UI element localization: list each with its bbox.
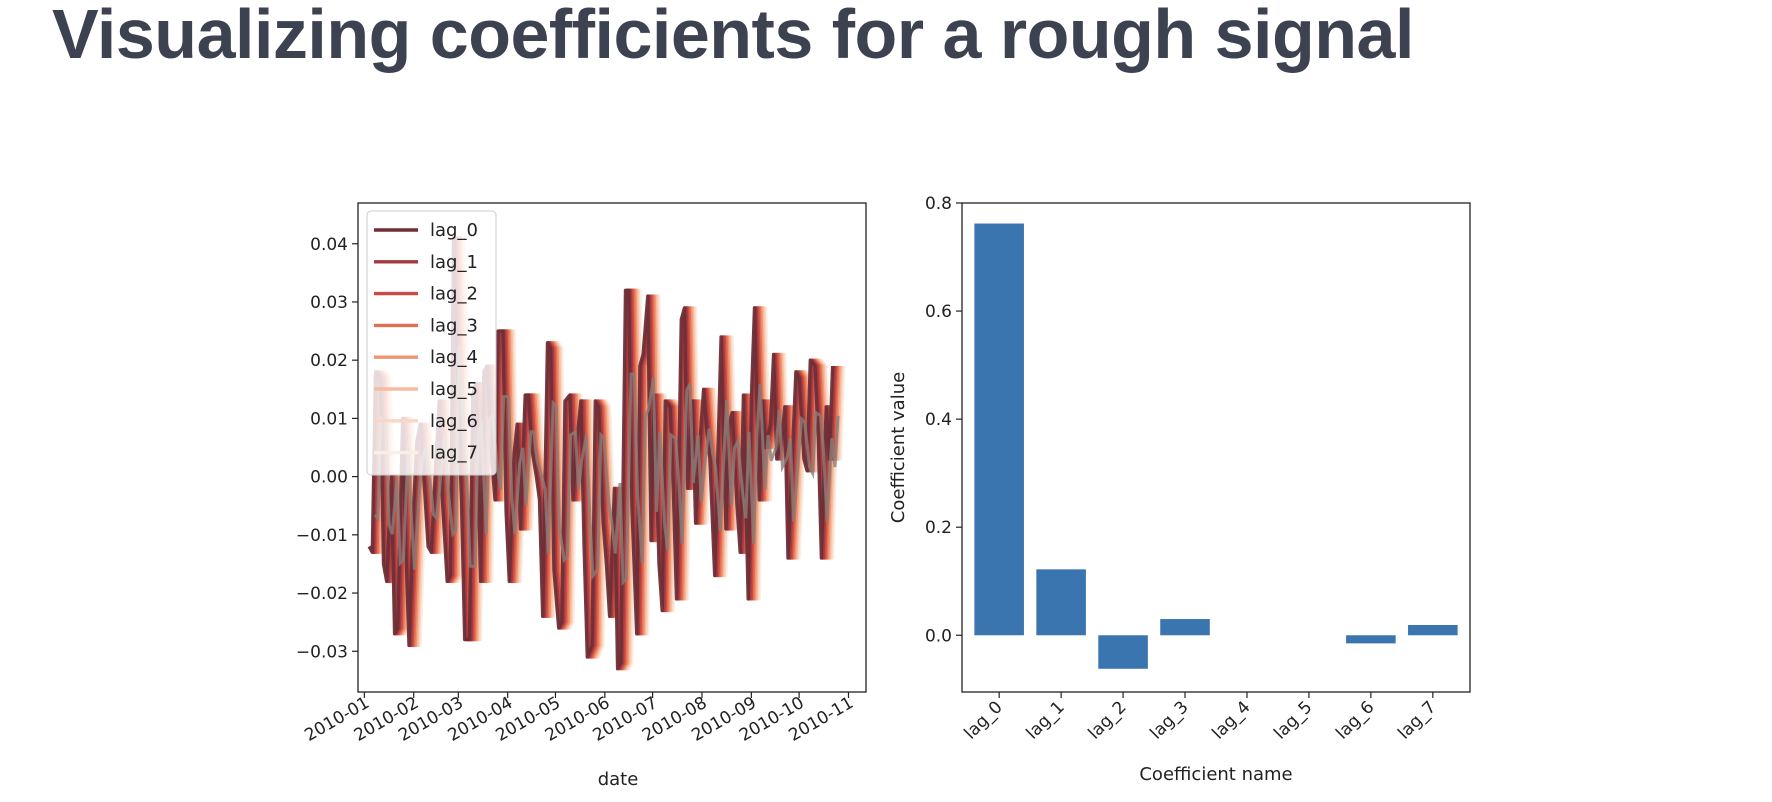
x-tick-label: lag_5 xyxy=(1270,697,1316,743)
y-tick-label: 0.8 xyxy=(925,194,952,214)
legend-box xyxy=(366,210,497,476)
y-tick-label: 0.03 xyxy=(310,293,348,313)
plot-frame xyxy=(357,202,867,693)
legend-label: lag_0 xyxy=(430,220,478,241)
x-axis-title: date xyxy=(598,769,639,790)
slide-title: Visualizing coefficients for a rough sig… xyxy=(52,0,1414,73)
legend-label: lag_1 xyxy=(430,252,478,273)
legend: lag_0 lag_1 lag_2 lag_3 lag_4 lag_5 lag_6 lag_7 xyxy=(366,210,497,476)
x-tick-label: lag_2 xyxy=(1084,697,1130,743)
bar-lag-2 xyxy=(1098,635,1148,669)
y-tick-label: 0.2 xyxy=(925,518,952,538)
y-tick-label: 0.00 xyxy=(310,468,348,488)
legend-label: lag_3 xyxy=(430,315,478,336)
y-tick-label: −0.03 xyxy=(296,642,348,662)
y-tick-label: 0.04 xyxy=(310,235,348,255)
y-tick-label: −0.01 xyxy=(296,526,348,546)
y-tick-label: 0.0 xyxy=(925,626,952,646)
bar-lag-1 xyxy=(1036,569,1086,636)
y-tick-label: 0.02 xyxy=(310,351,348,371)
x-tick-label: lag_6 xyxy=(1332,697,1378,743)
coefficient-bar-chart: 0.8 0.6 0.4 0.2 0.0 lag_0 lag_1 lag_2 lag_3 lag_4… xyxy=(888,194,1471,785)
legend-label: lag_6 xyxy=(430,411,478,432)
x-tick-label: lag_0 xyxy=(961,697,1007,743)
legend-label: lag_2 xyxy=(430,284,478,305)
lag-lines-chart: 0.040.030.020.010.00−0.01−0.02−0.032010-… xyxy=(296,202,867,790)
y-tick-label: −0.02 xyxy=(296,584,348,604)
bar-lag-0 xyxy=(974,223,1024,636)
x-tick-label: lag_7 xyxy=(1394,697,1440,743)
x-tick-label: lag_1 xyxy=(1023,697,1069,743)
y-tick-label: 0.4 xyxy=(925,410,952,430)
x-axis-title: Coefficient name xyxy=(1139,764,1292,785)
series-lines xyxy=(367,236,846,671)
legend-label: lag_4 xyxy=(430,347,478,368)
x-tick-label: lag_4 xyxy=(1208,697,1254,743)
y-tick-label: 0.6 xyxy=(925,302,952,322)
y-tick-label: 0.01 xyxy=(310,409,348,429)
legend-label: lag_5 xyxy=(430,379,478,400)
legend-label: lag_7 xyxy=(430,443,478,464)
plot-frame xyxy=(961,202,1471,693)
x-tick-label: lag_3 xyxy=(1146,697,1192,743)
y-axis-title: Coefficient value xyxy=(888,372,909,523)
series-line-overlay xyxy=(373,345,840,586)
bar-lag-7 xyxy=(1408,624,1458,636)
bar-lag-6 xyxy=(1346,635,1396,644)
bar-lag-3 xyxy=(1160,619,1210,636)
